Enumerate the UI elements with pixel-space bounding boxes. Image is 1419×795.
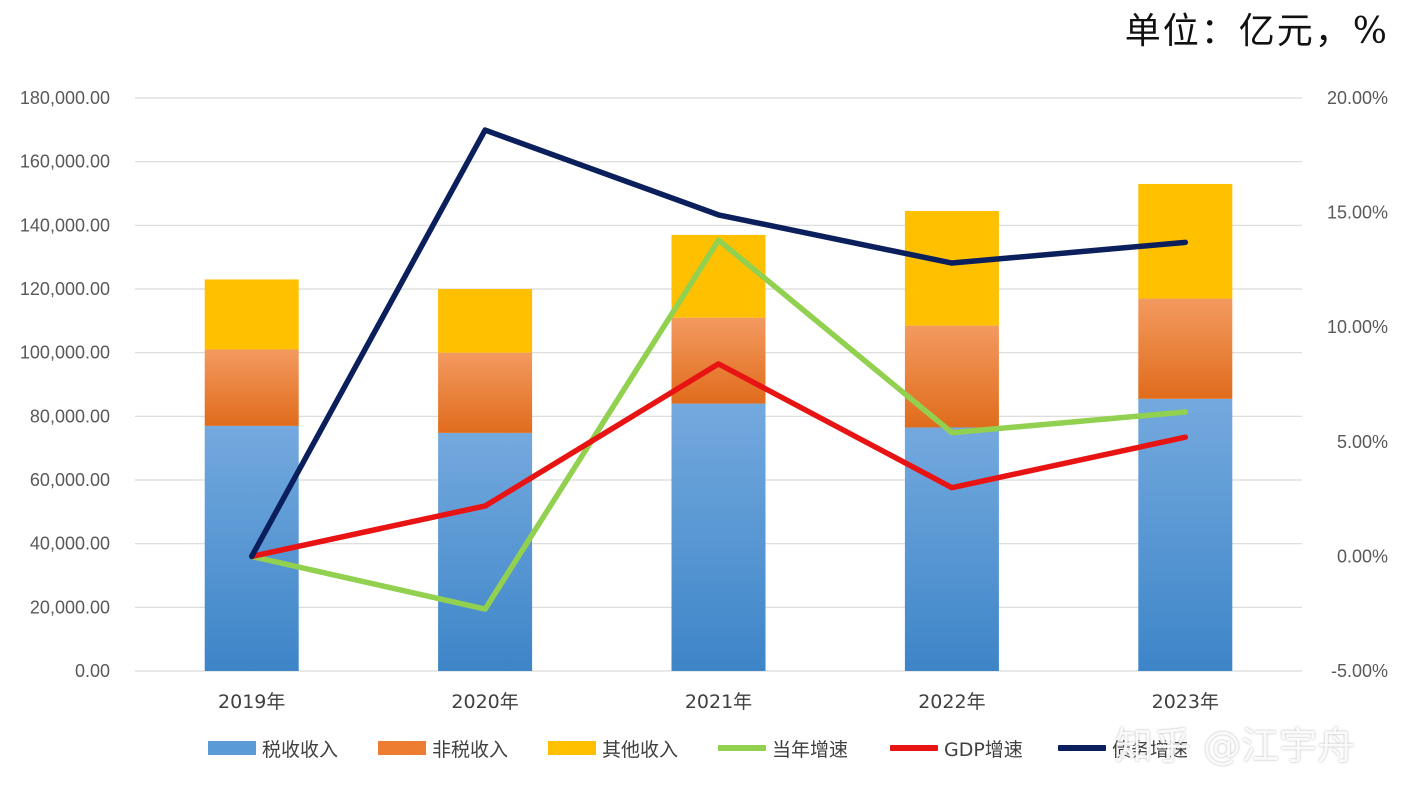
legend-item: GDP增速 bbox=[890, 728, 1023, 768]
bar-segment bbox=[438, 432, 533, 671]
legend-swatch bbox=[378, 741, 426, 755]
legend-label: 债务增速 bbox=[1112, 738, 1189, 761]
bar-segment bbox=[204, 349, 299, 426]
legend-item: 其他收入 bbox=[548, 728, 678, 768]
x-tick-label: 2019年 bbox=[218, 691, 285, 713]
left-tick-label: 160,000.00 bbox=[20, 152, 110, 172]
legend-swatch bbox=[718, 745, 766, 751]
legend-label: 其他收入 bbox=[602, 738, 679, 761]
legend-item: 债务增速 bbox=[1058, 728, 1188, 768]
legend-swatch bbox=[890, 745, 938, 751]
legend-item: 当年增速 bbox=[718, 728, 848, 768]
left-tick-label: 40,000.00 bbox=[30, 534, 110, 554]
legend-label: GDP增速 bbox=[944, 738, 1023, 761]
legend-swatch bbox=[1058, 745, 1106, 751]
x-tick-label: 2022年 bbox=[918, 691, 985, 713]
bar-segment bbox=[904, 427, 999, 671]
watermark: 知乎 @江宇舟 bbox=[1115, 724, 1356, 768]
right-tick-label: 0.00% bbox=[1337, 546, 1388, 566]
bar-segment bbox=[904, 325, 999, 428]
legend: 税收收入 非税收入 其他收入 当年增速 GDP增速 债务增速 bbox=[0, 728, 1419, 768]
lines bbox=[248, 127, 1189, 612]
bar-segment bbox=[204, 279, 299, 350]
legend-label: 当年增速 bbox=[772, 738, 849, 761]
right-tick-label: -5.00% bbox=[1331, 661, 1388, 681]
right-tick-label: 20.00% bbox=[1327, 88, 1388, 108]
bar-segment bbox=[438, 289, 533, 353]
left-tick-label: 0.00 bbox=[75, 661, 110, 681]
series-line bbox=[248, 361, 1189, 560]
bars bbox=[204, 183, 1233, 671]
x-tick-label: 2023年 bbox=[1152, 691, 1219, 713]
series-line bbox=[248, 237, 1189, 612]
left-tick-label: 60,000.00 bbox=[30, 470, 110, 490]
unit-label: 单位：亿元，% bbox=[1124, 11, 1389, 52]
left-tick-label: 80,000.00 bbox=[30, 406, 110, 426]
left-tick-label: 20,000.00 bbox=[30, 597, 110, 617]
left-axis-ticks: 0.00 20,000.00 40,000.00 60,000.00 80,000.00… bbox=[20, 88, 110, 681]
left-tick-label: 140,000.00 bbox=[20, 215, 110, 235]
bar-segment bbox=[438, 352, 533, 433]
x-tick-label: 2021年 bbox=[685, 691, 752, 713]
right-tick-label: 5.00% bbox=[1337, 432, 1388, 452]
legend-item: 非税收入 bbox=[378, 728, 508, 768]
legend-label: 非税收入 bbox=[432, 738, 509, 761]
left-tick-label: 100,000.00 bbox=[20, 343, 110, 363]
bar-segment bbox=[671, 317, 766, 404]
legend-item: 税收收入 bbox=[208, 728, 338, 768]
left-tick-label: 120,000.00 bbox=[20, 279, 110, 299]
right-tick-label: 10.00% bbox=[1327, 317, 1388, 337]
right-axis-ticks: -5.00% 0.00% 5.00% 10.00% 15.00% 20.00% bbox=[1327, 88, 1388, 681]
right-tick-label: 15.00% bbox=[1327, 203, 1388, 223]
left-tick-label: 180,000.00 bbox=[20, 88, 110, 108]
legend-label: 税收收入 bbox=[262, 738, 339, 761]
x-tick-label: 2020年 bbox=[451, 691, 518, 713]
bar-segment bbox=[1138, 298, 1233, 399]
legend-swatch bbox=[208, 741, 256, 755]
legend-swatch bbox=[548, 741, 596, 755]
bar-segment bbox=[671, 234, 766, 318]
bar-segment bbox=[904, 211, 999, 326]
bar-segment bbox=[671, 403, 766, 671]
x-axis-ticks: 2019年 2020年 2021年 2022年 2023年 bbox=[218, 691, 1219, 713]
series-line bbox=[248, 127, 1189, 560]
